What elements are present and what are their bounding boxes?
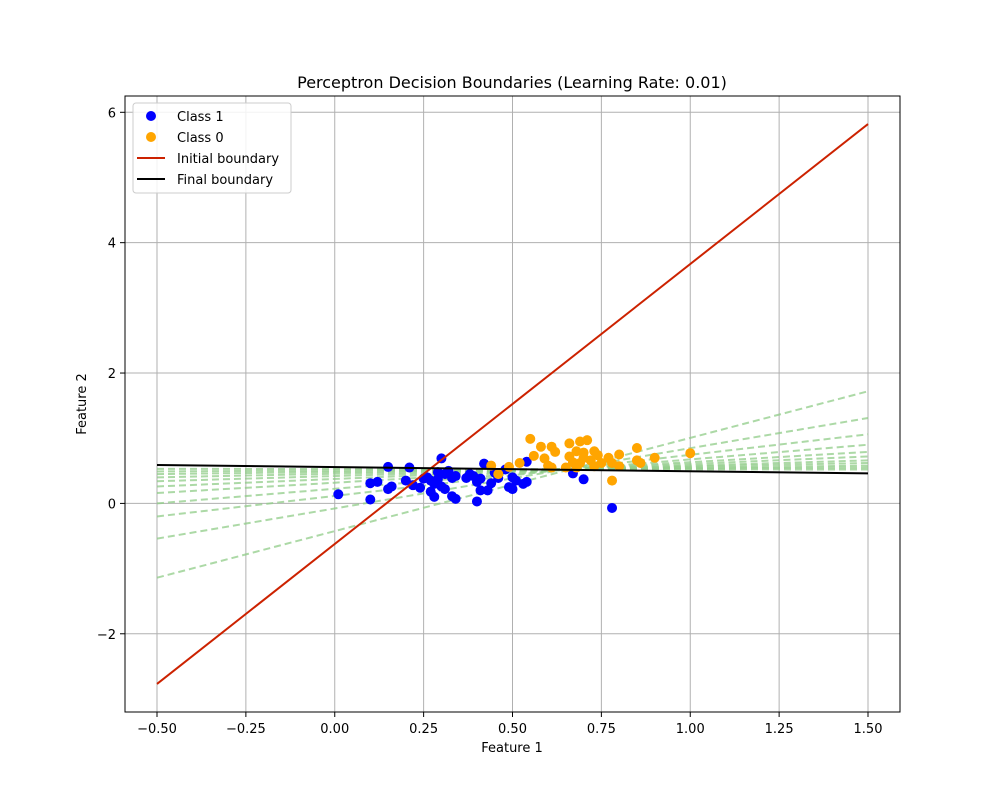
class-1-point: [415, 482, 426, 493]
x-tick-label: −0.50: [137, 722, 177, 737]
class-0-point: [528, 450, 539, 461]
class-0-point: [535, 441, 546, 452]
x-tick-label: 1.50: [854, 722, 883, 737]
class-1-point: [439, 484, 450, 495]
legend-label-class-1: Class 1: [177, 110, 224, 125]
legend-label-initial-boundary: Initial boundary: [177, 152, 279, 167]
class-0-point: [649, 452, 660, 463]
y-tick-label: −2: [97, 628, 116, 643]
y-axis-title: Feature 2: [75, 373, 90, 435]
class-1-point: [507, 484, 518, 495]
class-1-point: [372, 476, 383, 487]
final-boundary-line: [156, 463, 869, 475]
y-tick-label: 4: [108, 237, 116, 252]
class-1-point: [450, 493, 461, 504]
legend-label-class-0: Class 0: [177, 131, 224, 146]
x-tick-label: 0.50: [498, 722, 527, 737]
class-0-point: [564, 438, 575, 449]
legend-box: [132, 102, 292, 194]
class-1-point: [450, 471, 461, 482]
class-1-point: [475, 473, 486, 484]
chart-title: Perceptron Decision Boundaries (Learning…: [297, 73, 727, 92]
class-1-point: [386, 481, 397, 492]
class-1-point: [333, 489, 344, 500]
plot-marks: [156, 123, 869, 685]
legend-marker-class-1: [146, 111, 156, 121]
class-0-point: [546, 462, 557, 473]
x-tick-label: 1.00: [676, 722, 705, 737]
x-axis-title: Feature 1: [481, 741, 543, 756]
class-1-point: [607, 502, 618, 513]
x-tick-label: 0.75: [587, 722, 616, 737]
plot-area: −0.50 −0.25 0.00 0.25 0.50 0.75 1.00 1.25 1.50 −2…: [97, 95, 901, 737]
class-0-point: [582, 435, 593, 446]
x-tick-label: 1.25: [765, 722, 794, 737]
class-0-point: [514, 457, 525, 468]
class-0-point: [614, 449, 625, 460]
class-0-point: [592, 450, 603, 461]
class-0-point: [550, 446, 561, 457]
class-0-point: [525, 433, 536, 444]
y-tick-label: 2: [108, 367, 116, 382]
legend-label-final-boundary: Final boundary: [177, 173, 273, 188]
class-0-point: [596, 457, 607, 468]
class-1-point: [429, 491, 440, 502]
x-tick-label: −0.25: [226, 722, 266, 737]
legend-marker-class-0: [146, 132, 156, 142]
x-tick-label: 0.25: [409, 722, 438, 737]
class-0-point: [607, 475, 618, 486]
legend: Class 1 Class 0 Initial boundary Final boun…: [132, 102, 292, 194]
x-tick-label: 0.00: [320, 722, 349, 737]
class-1-point: [521, 476, 532, 487]
class-0-point: [631, 443, 642, 453]
class-1-point: [486, 478, 497, 489]
class-0-point: [614, 461, 625, 472]
class-1-point: [475, 485, 486, 496]
class-1-point: [471, 496, 482, 507]
y-tick-label: 0: [108, 497, 116, 512]
class-1-point: [400, 475, 411, 486]
class-1-point: [578, 474, 589, 485]
class-0-point: [503, 461, 514, 472]
intermediate-boundary-line: [156, 417, 869, 540]
class-0-point: [493, 469, 504, 480]
y-tick-label: 6: [108, 106, 116, 121]
class-0-point: [635, 457, 646, 468]
class-1-point: [365, 494, 376, 505]
initial-boundary-line: [156, 123, 869, 685]
class-0-point: [685, 448, 696, 459]
